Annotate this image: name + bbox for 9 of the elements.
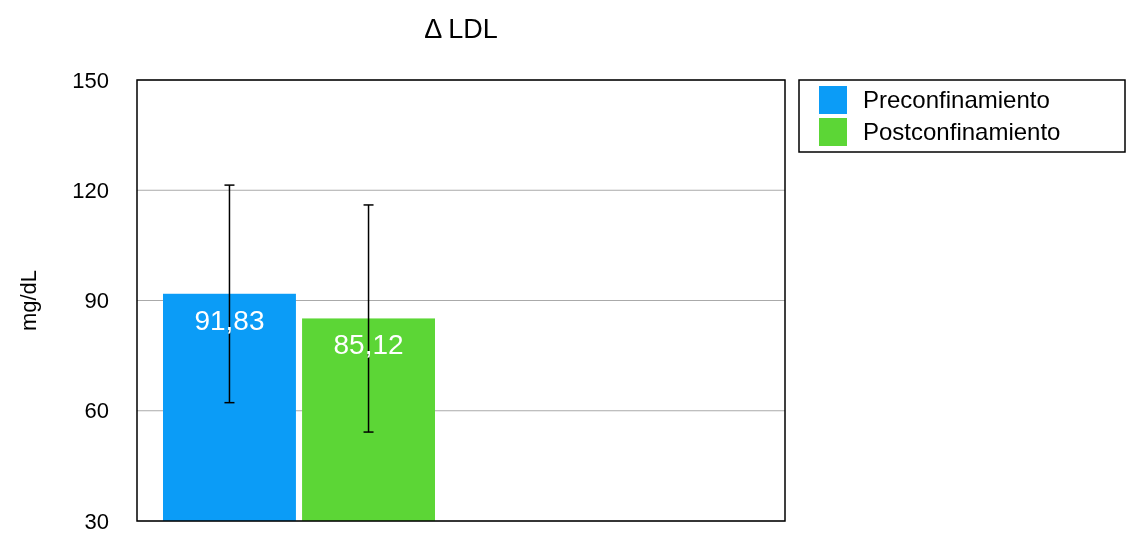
legend-label: Preconfinamiento <box>863 86 1050 114</box>
y-tick-label: 120 <box>72 177 109 203</box>
y-tick-label: 150 <box>72 67 109 93</box>
y-tick-label: 90 <box>84 288 109 314</box>
legend-label: Postconfinamiento <box>863 118 1061 146</box>
y-tick-label: 60 <box>84 398 109 424</box>
y-axis-title: mg/dL <box>16 269 41 332</box>
y-tick-label: 30 <box>84 508 109 534</box>
chart-title: Δ LDL <box>424 14 498 44</box>
